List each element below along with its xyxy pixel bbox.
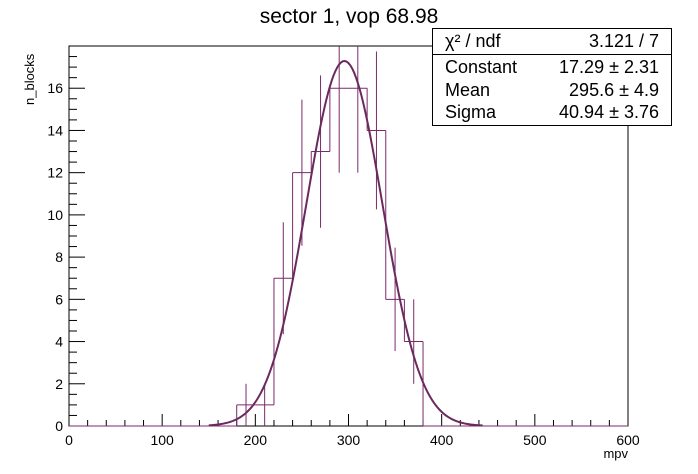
y-tick-label: 4 bbox=[55, 334, 63, 350]
x-tick-label: 600 bbox=[616, 432, 640, 448]
gaussian-fit bbox=[208, 59, 483, 427]
stats-row-chi2: χ² / ndf 3.121 / 7 bbox=[433, 31, 671, 55]
stats-row-constant: Constant 17.29 ± 2.31 bbox=[433, 57, 671, 81]
y-tick-label: 10 bbox=[47, 207, 63, 223]
stats-row-sigma: Sigma 40.94 ± 3.76 bbox=[433, 102, 671, 126]
stats-row-mean: Mean 295.6 ± 4.9 bbox=[433, 80, 671, 104]
error-bars bbox=[245, 46, 415, 426]
stats-key: Sigma bbox=[445, 102, 497, 122]
x-tick-label: 100 bbox=[150, 432, 174, 448]
chart-title: sector 1, vop 68.98 bbox=[259, 5, 439, 28]
x-tick-label: 400 bbox=[430, 432, 454, 448]
stats-key: Constant bbox=[445, 57, 518, 77]
stats-separator bbox=[433, 54, 671, 55]
y-tick-label: 2 bbox=[55, 376, 63, 392]
fit-curve bbox=[208, 59, 483, 427]
y-tick-label: 14 bbox=[47, 122, 63, 138]
stats-value: 40.94 ± 3.76 bbox=[559, 102, 659, 122]
tick-labels: 0 100 200 300 400 500 600 0 2 4 6 8 10 12 14 16 bbox=[47, 80, 639, 448]
stats-value: 17.29 ± 2.31 bbox=[559, 57, 659, 77]
stats-value: 295.6 ± 4.9 bbox=[569, 80, 659, 100]
y-tick-label: 0 bbox=[55, 418, 63, 434]
x-tick-label: 300 bbox=[337, 432, 361, 448]
y-tick-label: 16 bbox=[47, 80, 63, 96]
tick-marks bbox=[68, 56, 629, 427]
stats-key: Mean bbox=[445, 80, 491, 100]
stats-value: 3.121 / 7 bbox=[588, 31, 659, 51]
x-tick-label: 500 bbox=[523, 432, 547, 448]
x-axis-label: mpv bbox=[603, 446, 628, 461]
y-tick-label: 8 bbox=[55, 249, 63, 265]
histogram-bins bbox=[69, 87, 628, 427]
y-tick-label: 12 bbox=[47, 165, 63, 181]
stats-key: χ² / ndf bbox=[445, 31, 501, 51]
y-tick-label: 6 bbox=[55, 291, 63, 307]
y-axis-label: n_blocks bbox=[22, 53, 37, 105]
x-tick-label: 0 bbox=[65, 432, 73, 448]
stats-box: χ² / ndf 3.121 / 7 Constant 17.29 ± 2.31… bbox=[432, 28, 672, 126]
x-tick-label: 200 bbox=[244, 432, 268, 448]
